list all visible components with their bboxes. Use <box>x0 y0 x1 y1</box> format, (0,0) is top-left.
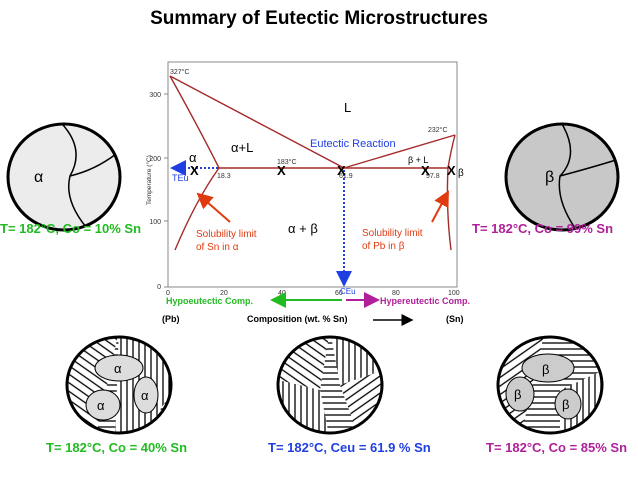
eutectic-temp-label: 183°C <box>277 158 297 166</box>
solubility-sn-2: of Sn in α <box>196 242 239 253</box>
marker-99: X <box>447 163 456 178</box>
solubility-sn-arrow <box>196 192 231 223</box>
solubility-pb-arrow <box>431 190 449 223</box>
y-tick-300: 300 <box>149 92 161 99</box>
micro-40-alpha-2: α <box>97 398 105 413</box>
micro-40-alpha-3: α <box>141 388 149 403</box>
y-tick-0: 0 <box>157 284 161 291</box>
x-tick-80: 80 <box>392 290 400 297</box>
y-axis: 0 100 200 300 Temperature (°C) <box>145 92 168 291</box>
alpha-l-region: α+L <box>231 140 253 155</box>
marker-10: X <box>190 163 199 178</box>
pb-label: (Pb) <box>162 314 180 324</box>
marker-62: X <box>337 163 346 178</box>
x-tick-60: 60 <box>335 290 343 297</box>
x-tick-100: 100 <box>448 290 460 297</box>
x-tick-20: 20 <box>220 290 228 297</box>
y-tick-200: 200 <box>149 156 161 163</box>
micro-eutectic <box>276 335 384 435</box>
alpha-beta-region: α + β <box>288 221 318 236</box>
caption-eutectic: T= 182°C, Ceu = 61.9 % Sn <box>268 440 431 455</box>
micro-85-beta-3: β <box>562 397 569 412</box>
sn-label: (Sn) <box>446 314 464 324</box>
solubility-sn-1: Solubility limit <box>196 229 257 240</box>
diagram-labels: 327°C 232°C 183°C 18.3 61.9 97.8 <box>170 68 448 180</box>
solidus-alpha <box>169 75 220 169</box>
caption-99-sn: T= 182°C, Co = 99% Sn <box>472 221 614 236</box>
beta-region: β <box>458 168 464 179</box>
caption-40-sn: T= 182°C, Co = 40% Sn <box>46 440 188 455</box>
beta-limit-label: 97.8 <box>426 173 440 180</box>
ceu-label: CEu <box>340 287 356 296</box>
composition-markers: X X X X X <box>190 163 456 178</box>
region-labels: L α α+L β + L β α + β <box>189 100 464 236</box>
micro-hypo-40: α α α <box>65 335 173 435</box>
solubility-pb-1: Solubility limit <box>362 228 423 239</box>
micro-alpha-10: α <box>6 122 122 232</box>
page-title: Summary of Eutectic Microstructures <box>150 8 488 29</box>
solidus-beta <box>447 134 456 169</box>
solvus-beta <box>446 167 452 251</box>
micro-hyper-85: β β β <box>496 335 604 435</box>
alpha-region: α <box>189 150 197 165</box>
micro-85-beta-1: β <box>542 362 549 377</box>
eutectic-reaction-label: Eutectic Reaction <box>310 138 396 150</box>
beta-l-region: β + L <box>408 155 428 165</box>
x-tick-0: 0 <box>166 290 170 297</box>
y-tick-100: 100 <box>149 219 161 226</box>
sn-melt-label: 232°C <box>428 126 448 134</box>
liquidus-right <box>343 134 456 169</box>
composition-label: Composition (wt. % Sn) <box>247 314 348 324</box>
alpha-limit-label: 18.3 <box>217 173 231 180</box>
caption-10-sn: T= 182°C, Co = 10% Sn <box>0 221 142 236</box>
micro-beta-99: β <box>504 122 620 232</box>
pb-melt-label: 327°C <box>170 68 190 76</box>
liquid-region: L <box>344 100 351 115</box>
solubility-pb-2: of Pb in β <box>362 241 405 252</box>
marker-40: X <box>277 163 286 178</box>
y-axis-label: Temperature (°C) <box>145 155 153 205</box>
hypo-label: Hypoeutectic Comp. <box>166 296 253 306</box>
micro-85-beta-2: β <box>514 387 521 402</box>
plot-area <box>167 61 458 288</box>
micro-40-alpha-1: α <box>114 361 122 376</box>
marker-85: X <box>421 163 430 178</box>
solubility-labels: Solubility limit of Sn in α Solubility l… <box>196 228 423 253</box>
teu-label: TEu <box>172 173 189 183</box>
liquidus-left <box>169 75 345 169</box>
micro-beta-99-label: β <box>545 169 554 186</box>
hyper-label: Hypereutectic Comp. <box>380 296 470 306</box>
eutectic-comp-label: 61.9 <box>339 173 353 180</box>
micro-alpha-10-label: α <box>34 169 43 186</box>
phase-boundaries <box>169 75 456 251</box>
caption-85-sn: T= 182°C, Co = 85% Sn <box>486 440 628 455</box>
